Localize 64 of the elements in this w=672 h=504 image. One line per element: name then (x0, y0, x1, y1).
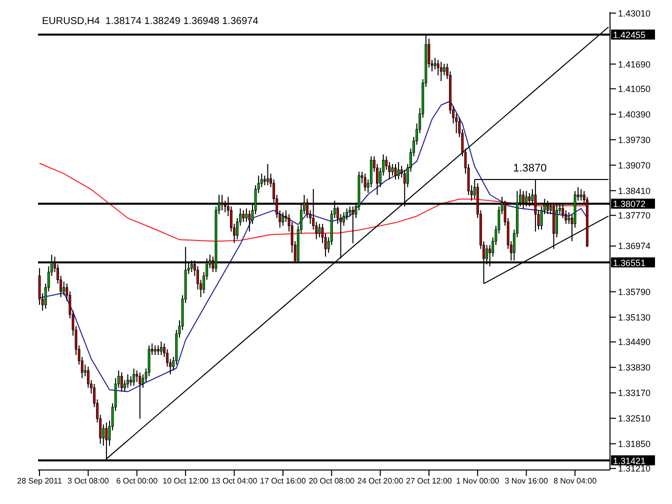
x-tick-label: 24 Oct 20:00 (357, 476, 404, 486)
candlestick (126, 374, 129, 388)
x-tick-label: 3 Nov 16:00 (504, 476, 548, 486)
candlestick (160, 341, 162, 356)
ref-line-label: 1.36551 (613, 258, 646, 268)
x-tick-label: 3 Oct 08:00 (68, 476, 110, 486)
candlestick (138, 372, 142, 420)
y-tick-label: 1.39070 (618, 160, 651, 170)
line-series (39, 100, 588, 392)
x-tick-label: 17 Oct 16:00 (260, 476, 306, 486)
y-tick-label: 1.32510 (618, 413, 651, 424)
candlestick (352, 206, 354, 244)
ref-line-label: 1.42455 (613, 30, 646, 40)
x-tick-label: 20 Oct 08:00 (308, 476, 356, 486)
annotation: 1.3870 (513, 162, 547, 174)
candlestick (120, 372, 123, 392)
candlestick (440, 61, 442, 82)
x-tick-label: 28 Sep 2011 (17, 476, 62, 486)
y-tick-label: 1.35790 (618, 286, 651, 297)
y-tick-label: 1.33170 (618, 388, 651, 398)
candlestick (245, 208, 248, 222)
x-tick-label: 8 Nov 04:00 (553, 476, 598, 486)
candlestick (434, 57, 436, 70)
y-tick-label: 1.37770 (618, 210, 651, 221)
y-tick-label: 1.31850 (618, 438, 651, 449)
candlestick (242, 210, 245, 222)
y-tick-label: 1.41690 (618, 59, 651, 70)
y-tick-label: 1.35130 (618, 312, 651, 322)
candlestick (364, 173, 366, 192)
y-tick-label: 1.31210 (618, 464, 651, 474)
y-tick-label: 1.34490 (618, 337, 651, 348)
y-tick-label: 1.41050 (618, 84, 651, 94)
candlestick (263, 175, 266, 186)
x-tick-label: 27 Oct 12:00 (406, 476, 452, 486)
candlestick (580, 188, 582, 202)
x-tick-label: 6 Oct 00:00 (116, 476, 158, 486)
candlestick (132, 368, 136, 386)
y-tick-label: 1.43010 (618, 8, 651, 18)
x-tick-label: 13 Oct 04:00 (211, 476, 258, 486)
candlestick (391, 164, 394, 176)
chart-title: EURUSD,H4 1.38174 1.38249 1.36948 1.36974 (42, 16, 259, 27)
y-tick-label: 1.33830 (618, 362, 651, 373)
x-tick-label: 10 Oct 12:00 (162, 476, 210, 486)
candlestick (282, 212, 284, 226)
candlestick (568, 212, 570, 224)
y-tick-label: 1.39730 (618, 134, 651, 145)
y-tick-label: 1.38410 (618, 186, 651, 196)
y-tick-label: 1.36974 (618, 241, 651, 252)
x-tick-label: 1 Nov 00:00 (456, 476, 500, 486)
y-tick-label: 1.40390 (618, 109, 651, 120)
candlestick (248, 210, 251, 232)
candlestick (442, 63, 446, 76)
candlestick (318, 223, 321, 238)
candlestick (397, 162, 400, 180)
candlestick (266, 164, 269, 186)
line-series (39, 162, 588, 242)
candlestick (394, 164, 397, 180)
candlestick (156, 344, 160, 356)
candlestick (348, 206, 352, 217)
candlestick (130, 376, 132, 386)
ref-line-label: 1.31421 (613, 456, 646, 466)
candlestick (62, 281, 66, 296)
candlestick (154, 344, 156, 356)
ref-line-label: 1.38072 (613, 199, 646, 210)
